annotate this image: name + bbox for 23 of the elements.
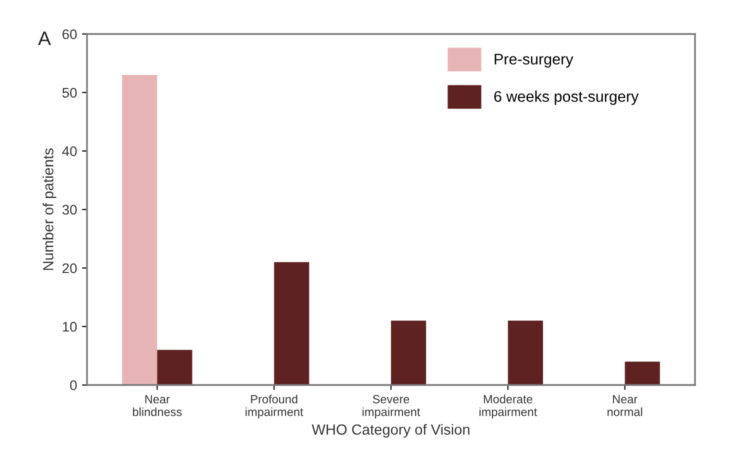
bar <box>122 74 158 385</box>
text: A <box>38 32 51 46</box>
legend-label: 6 weeks post-surgery <box>494 90 639 105</box>
y-axis-title: Number of patients <box>42 148 56 270</box>
legend-label: Pre-surgery <box>494 54 574 68</box>
y-tick-label: 50 <box>62 88 77 98</box>
bar <box>157 350 192 385</box>
y-tick-label: 10 <box>62 322 77 332</box>
x-tick-label: Severe impairment <box>362 395 420 418</box>
bar <box>508 320 543 385</box>
y-tick-label: 60 <box>62 29 77 40</box>
x-tick-label: Profound impairment <box>246 394 304 418</box>
bar <box>624 362 660 385</box>
bar <box>391 320 426 385</box>
y-tick-label: 30 <box>62 204 77 215</box>
x-axis-title: WHO Category of Vision <box>312 424 470 438</box>
bar <box>274 262 310 385</box>
x-tick-label: Near normal <box>608 395 642 416</box>
y-tick-label: 0 <box>70 380 77 390</box>
x-tick-label: Moderate impairment <box>480 394 538 418</box>
y-tick-label: 20 <box>62 263 77 274</box>
x-tick-label: Near blindness <box>132 395 182 416</box>
y-tick-label: 40 <box>62 146 77 156</box>
